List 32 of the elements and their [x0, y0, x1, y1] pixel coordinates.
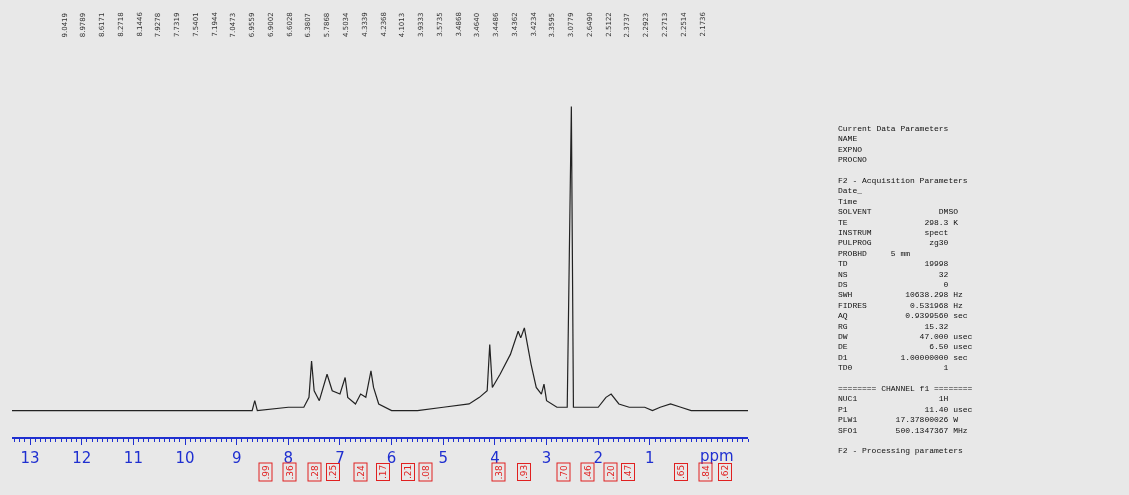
- x-tick-label: 13: [20, 449, 40, 467]
- text: .47: [623, 464, 633, 479]
- text: .25: [328, 464, 338, 479]
- text: .93: [519, 464, 529, 479]
- text: .20: [605, 464, 616, 480]
- x-tick-label: 9: [231, 449, 242, 467]
- text: .21: [403, 464, 413, 479]
- text: .62: [720, 464, 730, 479]
- x-axis-title: ppm: [700, 447, 734, 465]
- text: Current Data Parameters NAME EXPNO PROCNO F2 - Acquisition Parameters Date_ Time SOLVENT DMSO TE 298.3 K INSTRUM spect PULPROG zg30 PROBHD 5 mm TD 19998 NS 32 DS 0 SWH 10638.298 Hz FIDRES 0.531968 Hz AQ 0.9399560 sec RG 15.32 DW 47.000 usec DE 6.50 usec D1 1.00000000 sec TD0 1 ======== CHANNEL f1 ======== NUC1 1H P1 11.40 usec PLW1 17.37800026 W SFO1 500.1347367 MHz F2 - Processing parameters: [838, 124, 973, 456]
- text: .65: [676, 464, 686, 479]
- x-tick-label: 12: [72, 449, 92, 467]
- text: .46: [582, 464, 593, 480]
- x-tick-label: 11: [123, 449, 143, 467]
- x-tick-label: 3: [541, 449, 552, 467]
- x-tick-label: 8: [283, 449, 294, 467]
- text: .99: [260, 464, 271, 480]
- text: .36: [284, 464, 295, 480]
- x-tick-label: 4: [490, 449, 500, 467]
- text: .84: [700, 464, 711, 480]
- x-tick-label: 6: [386, 449, 397, 467]
- text: .28: [309, 464, 320, 480]
- x-tick-label: 1: [645, 449, 655, 467]
- text: .08: [420, 464, 431, 480]
- x-tick-label: 2: [593, 449, 603, 467]
- x-tick-label: 7: [335, 449, 345, 467]
- x-tick-label: 5: [438, 449, 449, 467]
- text: .38: [493, 464, 504, 480]
- text: .17: [378, 464, 388, 479]
- x-tick-label: 10: [175, 449, 195, 467]
- text: .70: [558, 464, 569, 480]
- text: .24: [355, 464, 366, 480]
